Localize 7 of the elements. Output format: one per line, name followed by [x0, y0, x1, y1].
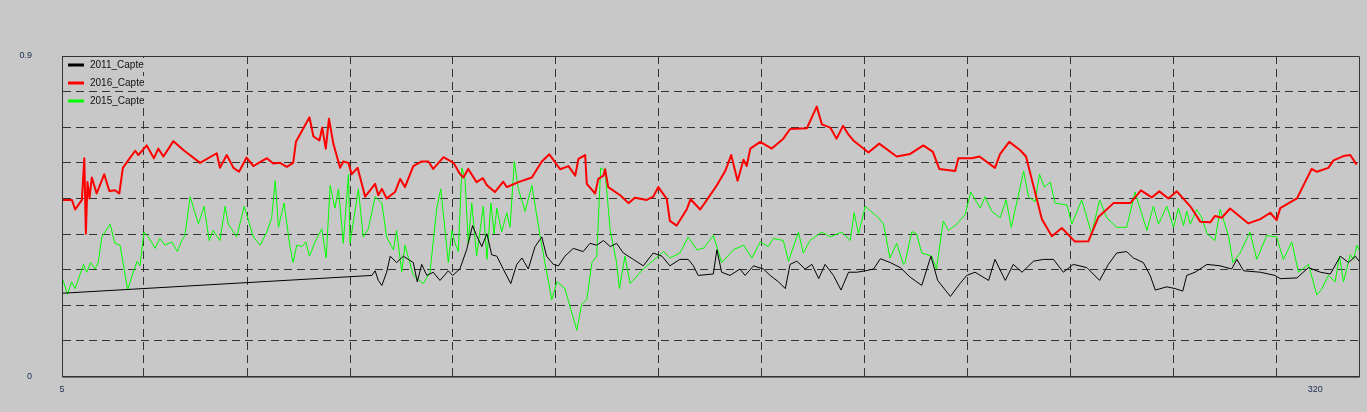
x-tick-label: 320 — [1307, 384, 1323, 395]
legend-label: 2016_Capte — [90, 76, 145, 88]
y-tick-label: 0.9 — [19, 50, 32, 61]
legend-label: 2011_Capte — [90, 58, 145, 70]
legend-label: 2015_Capte — [90, 94, 145, 106]
x-tick-label: 5 — [59, 384, 65, 395]
y-tick-label: 0 — [26, 371, 32, 382]
